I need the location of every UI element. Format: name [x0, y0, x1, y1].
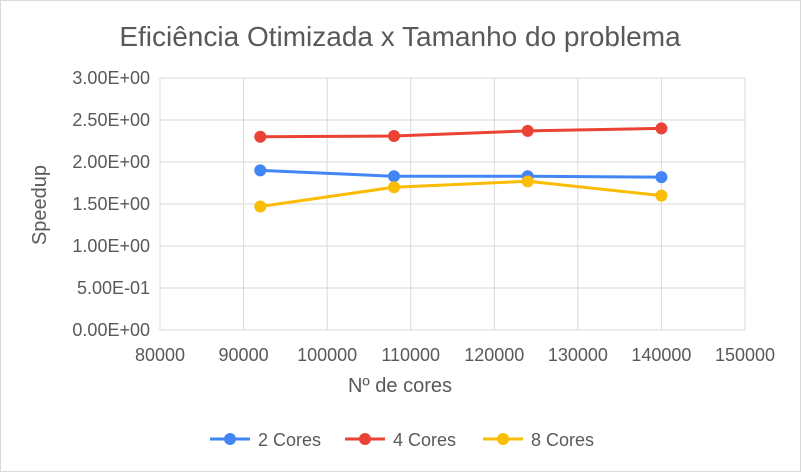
y-tick-label: 1.00E+00	[72, 236, 150, 256]
data-point	[655, 171, 668, 184]
legend: 2 Cores 4 Cores 8 Cores	[210, 430, 594, 450]
data-point	[388, 170, 400, 183]
grid-layer	[159, 77, 746, 331]
legend-label: 2 Cores	[258, 430, 321, 450]
data-point	[655, 189, 668, 202]
legend-label: 4 Cores	[393, 430, 456, 450]
x-tick-label: 90000	[219, 345, 269, 365]
y-tick-label: 2.00E+00	[72, 152, 150, 172]
series-1	[254, 164, 668, 184]
x-tick-label: 100000	[297, 345, 357, 365]
series-2	[254, 122, 668, 143]
x-tick-label: 140000	[631, 345, 691, 365]
legend-marker	[497, 433, 509, 445]
y-tick-label: 3.00E+00	[72, 68, 150, 88]
data-point	[521, 124, 534, 137]
x-tick-label: 110000	[381, 345, 440, 365]
x-tick-label: 120000	[464, 345, 524, 365]
series-line	[260, 168, 662, 179]
data-point	[388, 129, 400, 142]
legend-item: 8 Cores	[483, 430, 594, 450]
series-layer	[254, 122, 668, 213]
data-point	[254, 200, 267, 213]
x-tick-labels: 80000 90000 100000 110000 120000 130000 140000…	[135, 345, 775, 365]
series-line	[260, 126, 662, 139]
x-tick-label: 130000	[548, 345, 608, 365]
legend-marker	[359, 433, 371, 445]
legend-marker	[224, 433, 236, 445]
data-point	[254, 130, 267, 143]
y-tick-label: 5.00E-01	[77, 278, 150, 298]
data-point	[655, 122, 668, 135]
x-axis-label: Nº de cores	[348, 375, 452, 397]
data-point	[521, 175, 534, 188]
y-axis-label: Speedup	[29, 165, 51, 245]
data-point	[254, 164, 267, 177]
y-tick-label: 1.50E+00	[72, 194, 150, 214]
y-tick-label: 2.50E+00	[72, 110, 150, 130]
x-tick-label: 150000	[715, 345, 775, 365]
y-tick-labels: 0.00E+00 5.00E-01 1.00E+00 1.50E+00 2.00E+00…	[72, 68, 150, 340]
legend-label: 8 Cores	[531, 430, 594, 450]
series-3	[254, 175, 668, 213]
legend-item: 4 Cores	[345, 430, 456, 450]
y-tick-label: 0.00E+00	[72, 320, 150, 340]
data-point	[388, 181, 400, 194]
legend-item: 2 Cores	[210, 430, 321, 450]
series-line	[260, 179, 662, 208]
chart-title: Eficiência Otimizada x Tamanho do proble…	[119, 21, 681, 52]
x-tick-label: 80000	[135, 345, 185, 365]
